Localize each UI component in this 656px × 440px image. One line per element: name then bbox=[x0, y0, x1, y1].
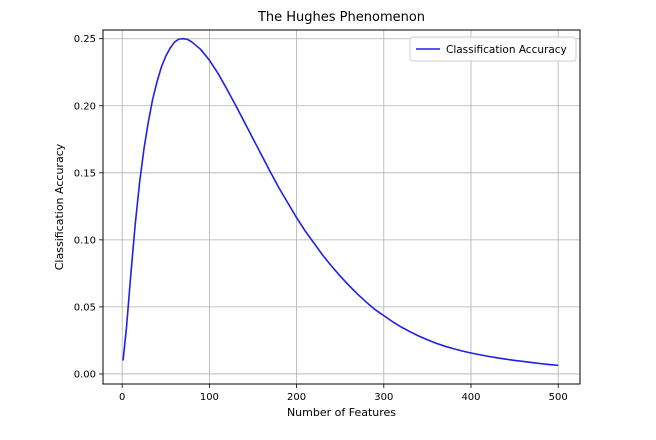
x-tick-label: 300 bbox=[374, 392, 393, 403]
x-tick-label: 500 bbox=[549, 392, 568, 403]
y-tick-label: 0.05 bbox=[74, 302, 96, 313]
y-tick-label: 0.00 bbox=[74, 369, 96, 380]
legend: Classification Accuracy bbox=[409, 36, 577, 62]
series-layer bbox=[122, 37, 559, 367]
x-tick-label: 0 bbox=[119, 392, 125, 403]
grid-layer bbox=[103, 30, 580, 384]
x-axis-label: Number of Features bbox=[287, 406, 396, 419]
legend-box bbox=[409, 36, 577, 62]
x-tick-label: 200 bbox=[287, 392, 306, 403]
y-tick-label: 0.15 bbox=[74, 168, 96, 179]
y-axis-label: Classification Accuracy bbox=[53, 143, 66, 270]
legend-label: Classification Accuracy bbox=[446, 44, 567, 56]
y-tick-label: 0.20 bbox=[74, 101, 96, 112]
y-tick-label: 0.25 bbox=[74, 34, 96, 45]
chart-title: The Hughes Phenomenon bbox=[257, 10, 425, 25]
y-tick-label: 0.10 bbox=[74, 235, 96, 246]
x-tick-label: 100 bbox=[200, 392, 219, 403]
x-tick-label: 400 bbox=[461, 392, 480, 403]
tick-layer: 0 100 200 300 400 500 0.00 0.05 0.10 0.15 0.20 0.25 bbox=[74, 34, 568, 403]
plot-frame bbox=[102, 29, 581, 385]
series-line bbox=[122, 37, 559, 367]
